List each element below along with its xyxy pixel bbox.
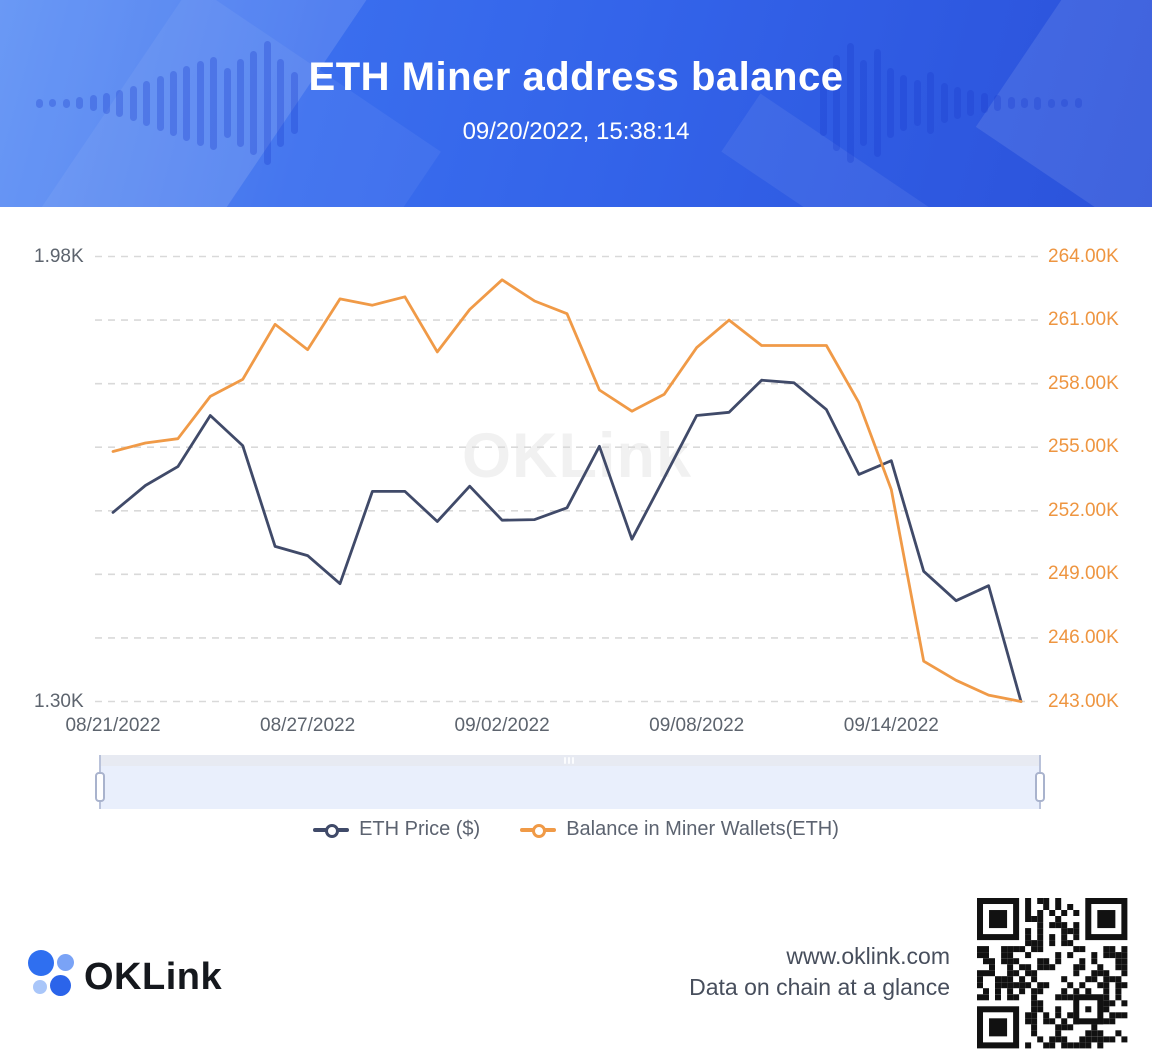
right-axis-tick: 258.00K — [1048, 372, 1119, 394]
x-axis-tick: 08/21/2022 — [65, 715, 161, 736]
legend: ETH Price ($) Balance in Miner Wallets(E… — [0, 818, 1152, 841]
oklink-logo-text: OKLink — [84, 955, 223, 998]
oklink-logo-icon — [28, 948, 76, 1006]
footer-text: www.oklink.com Data on chain at a glance — [689, 941, 950, 1003]
qr-code — [977, 898, 1131, 1052]
legend-item-eth-price[interactable]: ETH Price ($) — [313, 818, 480, 841]
balance-series-marker-icon — [520, 823, 557, 838]
left-axis-tick: 1.98K — [34, 245, 84, 267]
brush-track[interactable] — [100, 766, 1040, 809]
timestamp: 09/20/2022, 15:38:14 — [462, 118, 690, 145]
left-axis-tick: 1.30K — [34, 690, 84, 712]
right-axis-tick: 252.00K — [1048, 499, 1119, 521]
x-axis-tick: 09/02/2022 — [454, 715, 550, 736]
x-axis-tick: 09/14/2022 — [843, 715, 939, 736]
balance-line — [111, 278, 1023, 703]
right-axis-tick: 249.00K — [1048, 563, 1119, 585]
tagline: Data on chain at a glance — [689, 974, 950, 1000]
legend-item-miner-balance[interactable]: Balance in Miner Wallets(ETH) — [520, 818, 839, 841]
right-axis-tick: 264.00K — [1048, 245, 1119, 267]
x-axis-tick: 08/27/2022 — [260, 715, 356, 736]
oklink-logo: OKLink — [28, 948, 222, 1006]
brush-right-handle[interactable] — [1035, 772, 1045, 802]
website-url: www.oklink.com — [786, 943, 950, 969]
legend-label: Balance in Miner Wallets(ETH) — [566, 818, 839, 840]
price-series-marker-icon — [313, 823, 350, 838]
right-axis-tick: 255.00K — [1048, 436, 1119, 458]
x-axis-tick: 09/08/2022 — [649, 715, 745, 736]
oklink-watermark: OKLink — [461, 421, 692, 491]
brush-top-strip[interactable] — [100, 755, 1040, 766]
price-line — [111, 378, 1023, 703]
right-axis-tick: 261.00K — [1048, 309, 1119, 331]
brush-left-handle[interactable] — [95, 772, 105, 802]
page-title: ETH Miner address balance — [308, 55, 844, 99]
right-axis-tick: 246.00K — [1048, 626, 1119, 648]
header-banner: ETH Miner address balance 09/20/2022, 15… — [0, 0, 1152, 207]
right-axis-tick: 243.00K — [1048, 690, 1119, 712]
brush-grip-icon[interactable] — [562, 757, 576, 764]
legend-label: ETH Price ($) — [359, 818, 481, 840]
